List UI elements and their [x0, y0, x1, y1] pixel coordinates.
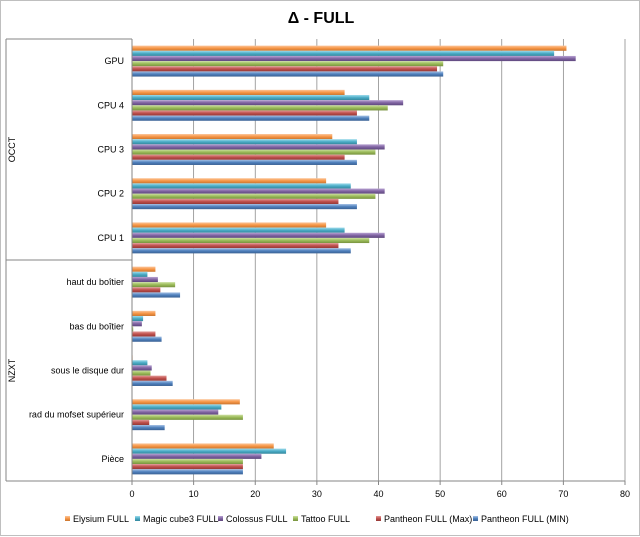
bar-tattoo-full [132, 370, 151, 376]
x-tick-label: 30 [312, 489, 322, 499]
bar-magic-cube3-full [132, 139, 357, 145]
bar-colossus-full [132, 55, 576, 62]
bar-magic-cube3-full [132, 50, 555, 56]
group-label: NZXT [7, 358, 17, 382]
bar-tattoo-full [132, 105, 388, 111]
legend-swatch [376, 516, 381, 521]
category-label: CPU 2 [97, 189, 124, 199]
bar-elysium-full [132, 89, 345, 95]
category-label: sous le disque dur [51, 366, 124, 376]
x-tick-label: 50 [435, 489, 445, 499]
bar-elysium-full [132, 443, 274, 449]
legend-label: Pantheon FULL (Max) [384, 514, 472, 524]
x-tick-label: 70 [558, 489, 568, 499]
bar-pantheon-full-min [132, 204, 357, 210]
group-label: OCCT [7, 136, 17, 162]
bar-magic-cube3-full [132, 271, 148, 277]
x-tick-label: 10 [189, 489, 199, 499]
legend-swatch [135, 516, 140, 521]
bar-pantheon-full-min [132, 336, 162, 342]
bar-colossus-full [132, 409, 219, 415]
bar-tattoo-full [132, 193, 376, 199]
bars [132, 45, 576, 475]
bar-pantheon-full-min [132, 115, 370, 121]
legend: Elysium FULL Magic cube3 FULL Colossus FUL… [65, 514, 569, 524]
bar-tattoo-full [132, 326, 134, 332]
bar-colossus-full [132, 453, 262, 459]
bar-elysium-full [132, 45, 567, 51]
bar-pantheon-full-min [132, 380, 173, 386]
category-label: GPU [104, 56, 124, 66]
bar-tattoo-full [132, 149, 376, 155]
bar-magic-cube3-full [132, 227, 345, 233]
bar-elysium-full [132, 222, 327, 228]
bar-magic-cube3-full [132, 360, 148, 366]
chart-title: Δ - FULL [288, 10, 355, 27]
bar-magic-cube3-full [132, 448, 287, 454]
legend-label: Colossus FULL [226, 514, 288, 524]
category-label: rad du mofset supérieur [29, 410, 124, 420]
x-tick-label: 60 [497, 489, 507, 499]
bar-pantheon-full-max [132, 154, 345, 160]
bar-elysium-full [132, 178, 327, 184]
legend-swatch [293, 516, 298, 521]
bar-tattoo-full [132, 237, 370, 244]
x-tick-label: 40 [373, 489, 383, 499]
bar-pantheon-full-min [132, 469, 243, 475]
bar-elysium-full [132, 266, 156, 272]
bar-elysium-full [132, 134, 333, 140]
bar-magic-cube3-full [132, 315, 144, 322]
category-label: Pièce [101, 454, 124, 464]
x-tick-label: 0 [129, 489, 134, 499]
category-label: haut du boîtier [66, 277, 124, 287]
bar-pantheon-full-max [132, 419, 150, 426]
bar-tattoo-full [132, 458, 243, 465]
bar-tattoo-full [132, 414, 243, 420]
category-label: CPU 3 [97, 145, 124, 155]
legend-swatch [473, 516, 478, 521]
legend-label: Pantheon FULL (MIN) [481, 514, 569, 524]
bar-colossus-full [132, 100, 404, 106]
category-label: bas du boîtier [69, 321, 124, 331]
bar-pantheon-full-max [132, 110, 357, 116]
bar-pantheon-full-max [132, 375, 167, 381]
legend-swatch [218, 516, 223, 521]
bar-pantheon-full-min [132, 425, 165, 431]
bar-pantheon-full-min [132, 71, 444, 77]
category-label: CPU 1 [97, 233, 124, 243]
bar-pantheon-full-min [132, 292, 181, 298]
bar-colossus-full [132, 321, 142, 327]
bar-elysium-full [132, 399, 240, 405]
bar-pantheon-full-max [132, 198, 339, 205]
bar-pantheon-full-max [132, 66, 438, 72]
x-tick-label: 80 [620, 489, 630, 499]
bar-colossus-full [132, 144, 385, 150]
bar-pantheon-full-max [132, 331, 156, 337]
bar-pantheon-full-min [132, 248, 351, 254]
category-label: CPU 4 [97, 100, 124, 110]
bar-elysium-full [132, 310, 156, 316]
legend-label: Tattoo FULL [301, 514, 350, 524]
bar-magic-cube3-full [132, 94, 370, 101]
bar-pantheon-full-max [132, 287, 161, 293]
bar-pantheon-full-max [132, 243, 339, 249]
bar-tattoo-full [132, 282, 176, 288]
legend-label: Elysium FULL [73, 514, 129, 524]
bar-colossus-full [132, 232, 385, 238]
bar-pantheon-full-min [132, 159, 357, 165]
bar-magic-cube3-full [132, 183, 351, 189]
bar-tattoo-full [132, 61, 444, 67]
bar-pantheon-full-max [132, 464, 243, 470]
bar-colossus-full [132, 276, 158, 283]
axes: 0 10 20 30 40 50 60 70 80 GPU CPU 4 CPU 3 CPU 2 CPU 1… [5, 38, 630, 499]
legend-label: Magic cube3 FULL [143, 514, 219, 524]
bar-magic-cube3-full [132, 404, 222, 410]
legend-swatch [65, 516, 70, 521]
bar-colossus-full [132, 365, 152, 371]
bar-colossus-full [132, 188, 385, 194]
x-tick-label: 20 [250, 489, 260, 499]
